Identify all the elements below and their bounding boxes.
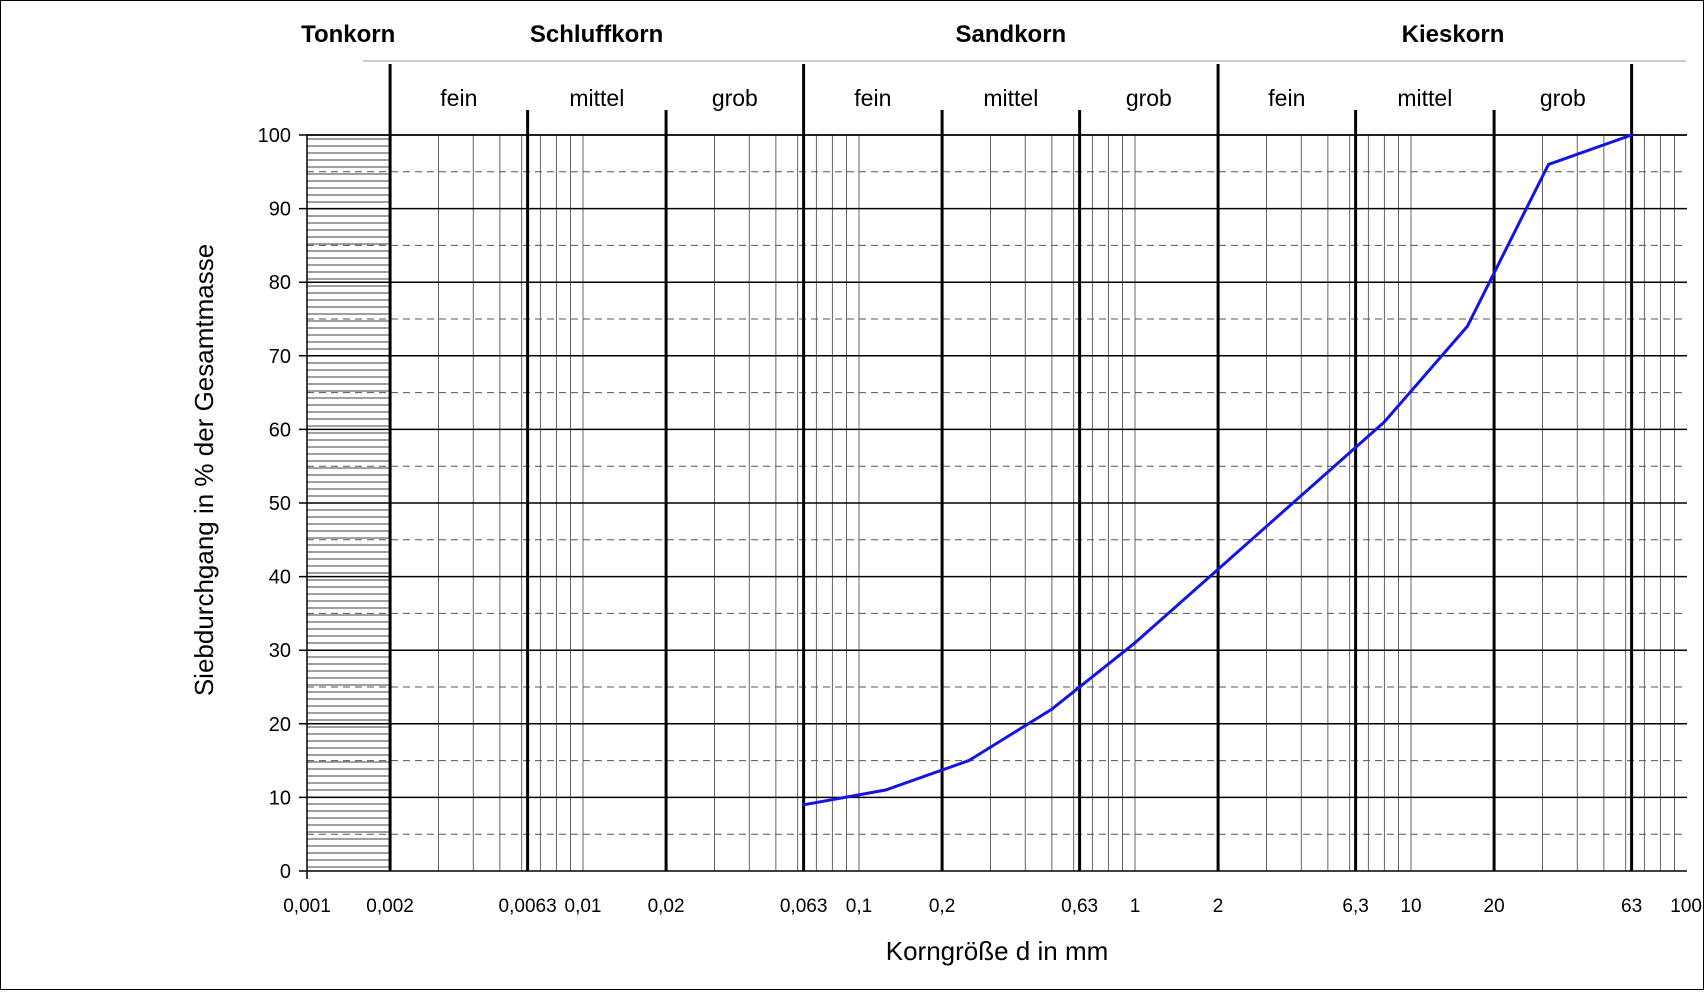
sieve-curve-point bbox=[967, 759, 971, 763]
x-tick-label: 0,002 bbox=[366, 896, 414, 917]
sieve-curve-point bbox=[1216, 567, 1220, 571]
x-tick-label: 0,063 bbox=[780, 896, 828, 917]
fraction-header: Tonkorn Schluffkorn Sandkorn Kieskorn fein mi… bbox=[301, 21, 1686, 111]
sieve-curve-point bbox=[1050, 707, 1054, 711]
y-tick-label: 20 bbox=[269, 714, 291, 736]
x-tick-label: 0,01 bbox=[565, 896, 602, 917]
x-axis-title: Korngröße d in mm bbox=[886, 936, 1109, 966]
y-tick-label: 0 bbox=[280, 861, 291, 883]
band-title: Sandkorn bbox=[956, 21, 1067, 48]
band-title: Tonkorn bbox=[301, 21, 395, 48]
band-title: Kieskorn bbox=[1402, 21, 1505, 48]
subband-label: grob bbox=[1126, 85, 1172, 111]
sieve-curve-point bbox=[1382, 420, 1386, 424]
x-tick-label: 10 bbox=[1400, 896, 1421, 917]
y-tick-label: 60 bbox=[269, 419, 291, 441]
sieve-curve-point bbox=[1547, 162, 1551, 166]
x-tick-label: 0,0063 bbox=[499, 896, 557, 917]
x-tick-label: 63 bbox=[1621, 896, 1642, 917]
y-tick-label: 40 bbox=[269, 567, 291, 589]
subband-label: mittel bbox=[983, 85, 1038, 111]
x-tick-label: 1 bbox=[1130, 896, 1141, 917]
subband-label: fein bbox=[854, 85, 891, 111]
sieve-curve-point bbox=[884, 788, 888, 792]
subband-label: mittel bbox=[569, 85, 624, 111]
x-tick-label: 0,63 bbox=[1061, 896, 1098, 917]
band-title: Schluffkorn bbox=[530, 21, 663, 48]
x-tick-label: 0,2 bbox=[929, 896, 955, 917]
subband-label: fein bbox=[440, 85, 477, 111]
x-tick-label: 6,3 bbox=[1342, 896, 1368, 917]
sieve-curve-point bbox=[1465, 324, 1469, 328]
y-tick-label: 30 bbox=[269, 640, 291, 662]
clay-hatch bbox=[307, 138, 391, 868]
x-tick-label: 100 bbox=[1670, 896, 1702, 917]
y-tick-label: 70 bbox=[269, 346, 291, 368]
x-axis-ticks: 0,001 0,002 0,0063 0,01 0,02 0,063 0,1 0,2 0,63 1… bbox=[283, 896, 1702, 917]
y-tick-label: 90 bbox=[269, 199, 291, 221]
x-tick-label: 2 bbox=[1213, 896, 1224, 917]
sieve-curve-point bbox=[1299, 494, 1303, 498]
sieve-curve-point bbox=[1133, 641, 1137, 645]
sieve-curve-point bbox=[1630, 133, 1634, 137]
x-tick-label: 0,1 bbox=[846, 896, 872, 917]
x-tick-label: 0,001 bbox=[283, 896, 331, 917]
x-tick-label: 0,02 bbox=[648, 896, 685, 917]
y-axis-title: Siebdurchgang in % der Gesamtmasse bbox=[189, 244, 219, 696]
y-tick-label: 100 bbox=[258, 125, 291, 147]
subband-label: fein bbox=[1268, 85, 1305, 111]
subband-label: grob bbox=[712, 85, 758, 111]
x-tick-label: 20 bbox=[1484, 896, 1505, 917]
y-tick-label: 80 bbox=[269, 272, 291, 294]
sieve-curve-point bbox=[802, 803, 806, 807]
y-tick-label: 50 bbox=[269, 493, 291, 515]
subband-label: grob bbox=[1540, 85, 1586, 111]
subband-label: mittel bbox=[1397, 85, 1452, 111]
grid-lines bbox=[299, 134, 1687, 879]
fraction-dividers bbox=[388, 64, 1634, 871]
sieve-curve bbox=[802, 133, 1634, 807]
y-axis-ticks: 0 10 20 30 40 50 60 70 80 90 100 bbox=[258, 125, 291, 883]
y-tick-label: 10 bbox=[269, 787, 291, 809]
